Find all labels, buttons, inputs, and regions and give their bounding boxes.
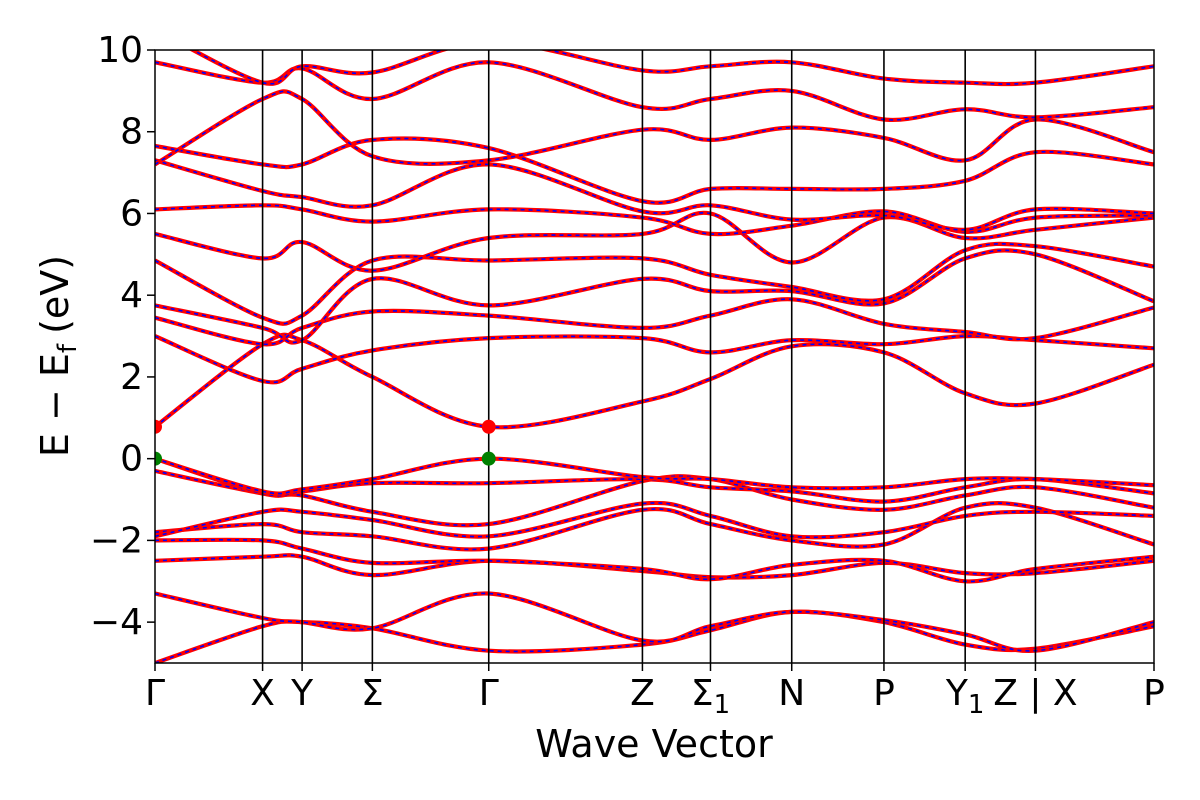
y-tick-label-2: 0	[120, 439, 143, 480]
cbm-marker-1	[155, 419, 162, 434]
kpoint-lines	[261, 50, 1037, 663]
band-line-9	[155, 332, 1154, 430]
y-axis: −4 −2 0 2 4 6 8 10	[90, 30, 155, 643]
y-tick-label-1: −2	[90, 520, 143, 561]
vbm-marker-1	[155, 451, 162, 466]
band-line-20	[188, 50, 1154, 87]
band-line-dashed-5	[155, 502, 1154, 539]
x-tick-label-7: N	[778, 673, 805, 714]
y-tick-label-4: 4	[120, 275, 143, 316]
x-tick-label-3: Σ	[361, 673, 384, 714]
y-tick-label-3: 2	[120, 357, 143, 398]
band-line-dashed-6	[155, 470, 1154, 527]
x-tick-label-6: Σ1	[691, 673, 730, 720]
vbm-marker-2	[481, 451, 496, 466]
y-tick-label-7: 10	[97, 30, 143, 71]
y-axis-title-main: E − E	[33, 353, 77, 457]
plot-frame	[154, 49, 1155, 664]
band-line-dashed-3	[155, 538, 1154, 583]
band-line-dashed-13	[155, 243, 1154, 325]
band-line-dashed-17	[155, 137, 1154, 204]
x-axis-title: Wave Vector	[535, 722, 773, 766]
x-tick-label-5: Z	[630, 673, 655, 714]
y-tick-label-6: 8	[120, 112, 143, 153]
x-tick-label-8: P	[873, 673, 895, 714]
x-tick-label-9: Y1	[945, 673, 985, 720]
band-line-dashed-9	[155, 333, 1154, 429]
band-line-13	[155, 241, 1154, 326]
band-line-dashed-16	[155, 159, 1154, 231]
band-line-0	[155, 609, 1154, 663]
y-tick-label-5: 6	[120, 193, 143, 234]
bands-layer	[155, 50, 1154, 663]
cbm-marker-2	[481, 419, 496, 434]
x-tick-label-11: P	[1143, 673, 1165, 714]
y-tick-label-0: −4	[90, 602, 143, 643]
x-tick-label-1: X	[250, 673, 275, 714]
markers-layer	[155, 419, 496, 466]
y-axis-title-sub: f	[53, 343, 83, 353]
x-axis: Γ X Y Σ Γ Z Σ1 N P Y1 Z | X P	[145, 663, 1165, 720]
band-line-18	[155, 89, 1154, 167]
y-axis-title: E − Ef (eV)	[33, 255, 83, 457]
x-tick-label-4: Γ	[479, 673, 499, 714]
band-line-dashed-1	[155, 592, 1154, 652]
x-tick-label-0: Γ	[145, 673, 165, 714]
x-tick-label-10: Z | X	[993, 673, 1077, 714]
band-line-dashed-0	[155, 610, 1154, 663]
y-axis-title-unit: (eV)	[33, 255, 77, 334]
x-tick-label-2: Y	[290, 673, 314, 714]
band-line-dashed-20	[191, 50, 1154, 85]
band-line-17	[155, 136, 1154, 205]
band-line-dashed-4	[155, 502, 1154, 551]
